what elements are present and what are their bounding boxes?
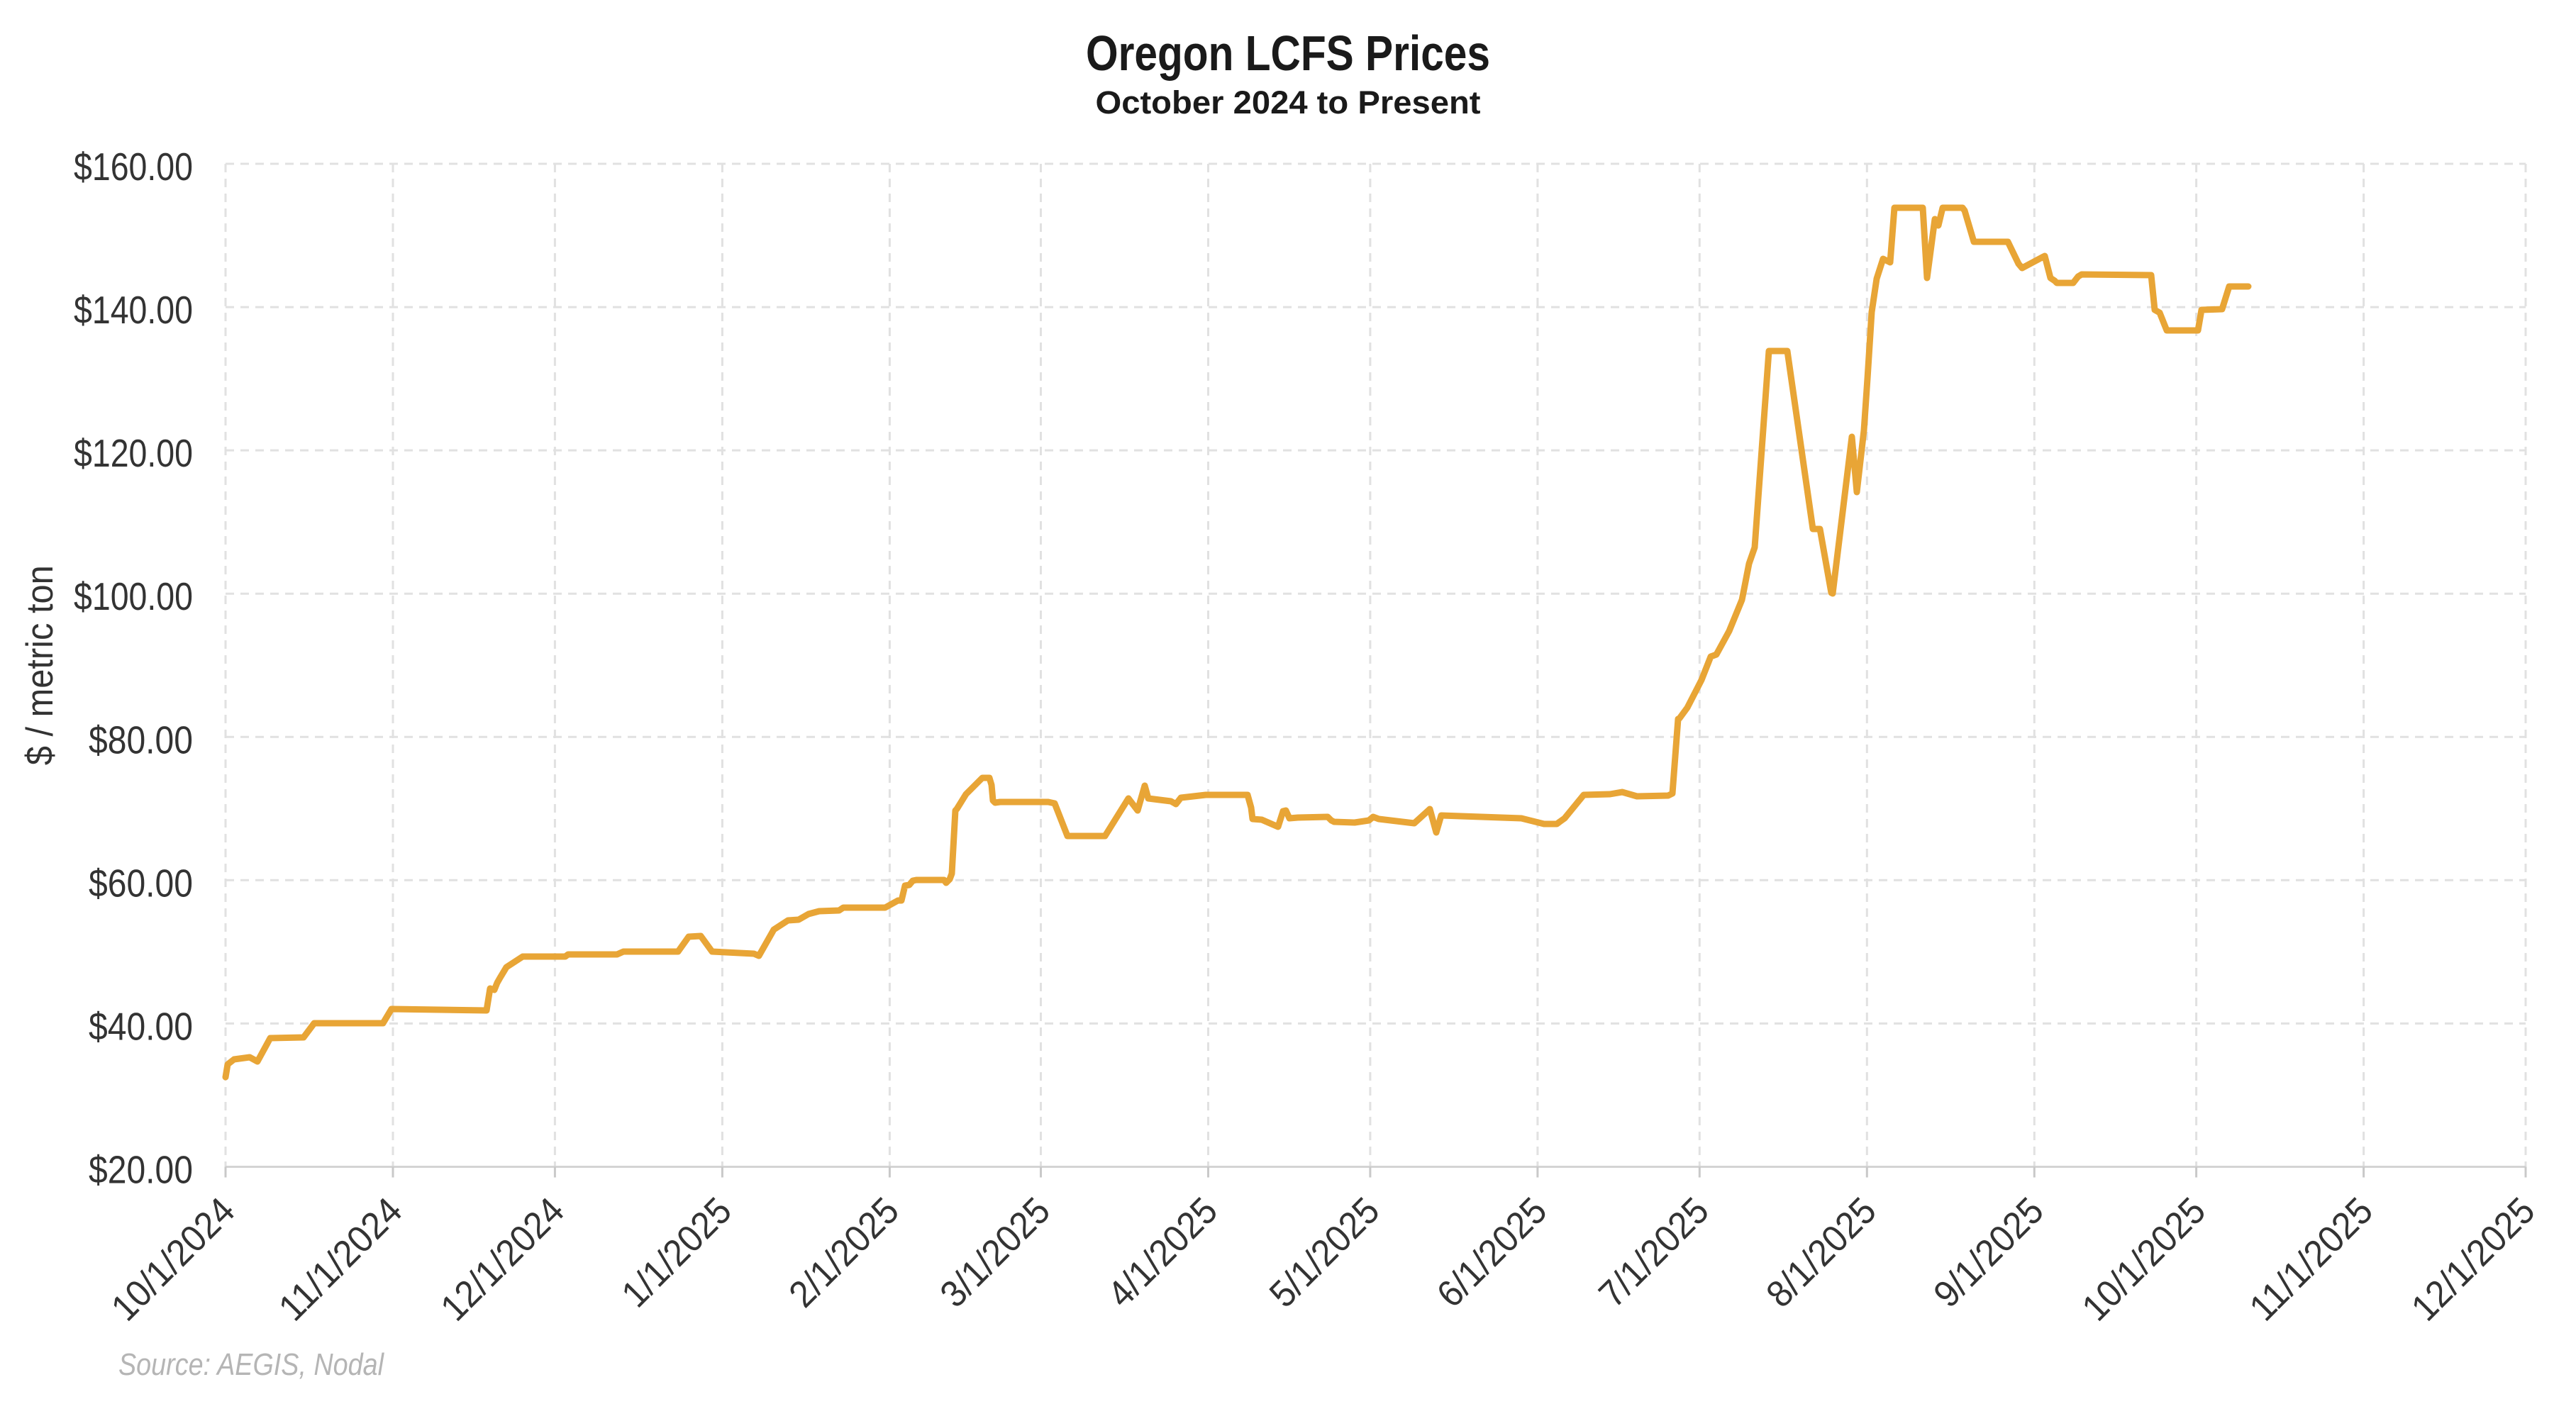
svg-text:October 2024 to Present: October 2024 to Present	[1096, 84, 1481, 121]
svg-text:$20.00: $20.00	[89, 1148, 193, 1192]
svg-text:$60.00: $60.00	[89, 861, 193, 905]
svg-text:$80.00: $80.00	[89, 718, 193, 762]
svg-text:$ / metric ton: $ / metric ton	[19, 565, 61, 765]
svg-text:$40.00: $40.00	[89, 1004, 193, 1048]
svg-text:$160.00: $160.00	[74, 145, 193, 189]
svg-text:$120.00: $120.00	[74, 431, 193, 475]
svg-text:Oregon LCFS Prices: Oregon LCFS Prices	[1086, 26, 1490, 81]
svg-text:$100.00: $100.00	[74, 574, 193, 618]
svg-text:Source: AEGIS, Nodal: Source: AEGIS, Nodal	[118, 1347, 384, 1382]
svg-text:$140.00: $140.00	[74, 288, 193, 332]
